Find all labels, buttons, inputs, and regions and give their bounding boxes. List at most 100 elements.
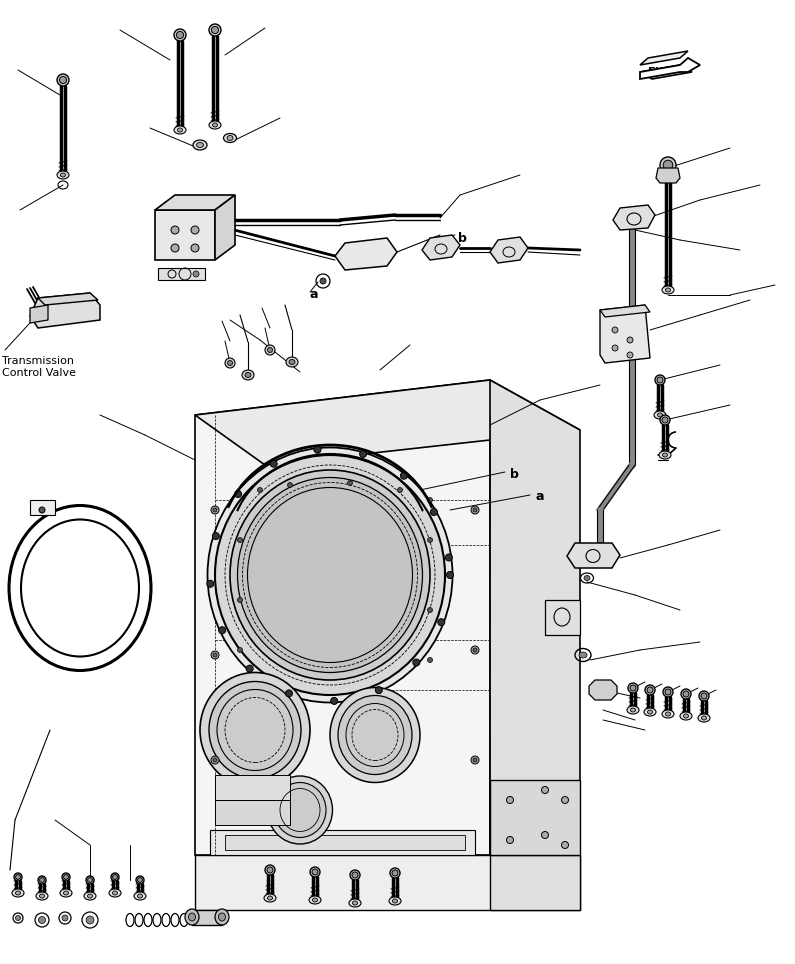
Ellipse shape — [230, 470, 430, 680]
Text: a: a — [310, 288, 319, 301]
Circle shape — [662, 417, 668, 423]
Circle shape — [113, 874, 118, 879]
Circle shape — [647, 687, 653, 693]
Circle shape — [506, 796, 514, 804]
Circle shape — [655, 375, 665, 385]
Polygon shape — [225, 835, 465, 850]
Circle shape — [258, 488, 262, 493]
Polygon shape — [30, 500, 55, 515]
Circle shape — [38, 917, 45, 924]
Ellipse shape — [212, 123, 218, 127]
Text: b: b — [510, 468, 519, 481]
Circle shape — [213, 508, 217, 512]
Polygon shape — [158, 268, 205, 280]
Ellipse shape — [177, 128, 183, 132]
Circle shape — [111, 873, 119, 881]
Polygon shape — [613, 205, 655, 230]
Polygon shape — [30, 305, 48, 323]
Ellipse shape — [84, 892, 96, 900]
Circle shape — [447, 572, 453, 578]
Circle shape — [471, 506, 479, 514]
Circle shape — [471, 756, 479, 764]
Circle shape — [57, 74, 69, 86]
Ellipse shape — [196, 143, 204, 147]
Circle shape — [171, 244, 179, 252]
Ellipse shape — [134, 892, 146, 900]
Circle shape — [288, 483, 293, 488]
Circle shape — [64, 874, 68, 879]
Ellipse shape — [238, 477, 422, 673]
Circle shape — [352, 872, 358, 878]
Circle shape — [265, 865, 275, 875]
Circle shape — [430, 508, 437, 516]
Circle shape — [561, 842, 568, 848]
Ellipse shape — [245, 372, 251, 378]
Ellipse shape — [662, 286, 674, 294]
Circle shape — [473, 758, 477, 762]
Polygon shape — [589, 680, 617, 700]
Circle shape — [213, 653, 217, 657]
Circle shape — [627, 337, 633, 343]
Polygon shape — [195, 855, 580, 910]
Circle shape — [227, 361, 232, 365]
Circle shape — [39, 507, 45, 513]
Ellipse shape — [389, 897, 401, 905]
Circle shape — [285, 690, 293, 697]
Text: b: b — [458, 232, 467, 245]
Text: a: a — [535, 490, 544, 503]
Circle shape — [359, 450, 366, 457]
Circle shape — [312, 869, 318, 875]
Circle shape — [238, 538, 242, 543]
Polygon shape — [490, 380, 580, 855]
Circle shape — [541, 832, 549, 839]
Ellipse shape — [286, 357, 298, 367]
Ellipse shape — [662, 710, 674, 718]
Ellipse shape — [644, 708, 656, 716]
Circle shape — [473, 648, 477, 652]
Circle shape — [14, 873, 22, 881]
Circle shape — [238, 598, 242, 602]
Ellipse shape — [188, 913, 196, 921]
Ellipse shape — [209, 121, 221, 129]
Circle shape — [663, 160, 673, 170]
Circle shape — [40, 877, 45, 882]
Ellipse shape — [219, 913, 226, 921]
Ellipse shape — [627, 706, 639, 714]
Circle shape — [193, 271, 199, 277]
Polygon shape — [215, 775, 290, 800]
Ellipse shape — [309, 896, 321, 904]
Circle shape — [62, 915, 68, 921]
Polygon shape — [192, 910, 222, 925]
Polygon shape — [490, 855, 580, 910]
Circle shape — [38, 876, 46, 884]
Circle shape — [401, 472, 407, 479]
Ellipse shape — [659, 451, 671, 459]
Ellipse shape — [662, 453, 668, 457]
Circle shape — [211, 506, 219, 514]
Polygon shape — [600, 305, 650, 317]
Polygon shape — [640, 51, 688, 65]
Ellipse shape — [657, 413, 662, 417]
Ellipse shape — [193, 140, 207, 150]
Polygon shape — [640, 58, 700, 79]
Ellipse shape — [87, 894, 92, 898]
Circle shape — [428, 607, 432, 612]
Polygon shape — [38, 293, 98, 305]
Ellipse shape — [60, 173, 65, 177]
Circle shape — [235, 491, 242, 497]
Ellipse shape — [36, 892, 48, 900]
Ellipse shape — [630, 708, 635, 712]
Circle shape — [628, 683, 638, 693]
Ellipse shape — [242, 370, 254, 380]
Ellipse shape — [312, 898, 317, 902]
Ellipse shape — [267, 896, 273, 900]
Circle shape — [211, 651, 219, 659]
Ellipse shape — [584, 576, 590, 580]
Ellipse shape — [267, 776, 332, 844]
Ellipse shape — [264, 894, 276, 902]
Polygon shape — [215, 195, 235, 260]
Circle shape — [310, 867, 320, 877]
Circle shape — [392, 870, 398, 876]
Ellipse shape — [579, 652, 587, 658]
Ellipse shape — [684, 714, 688, 718]
